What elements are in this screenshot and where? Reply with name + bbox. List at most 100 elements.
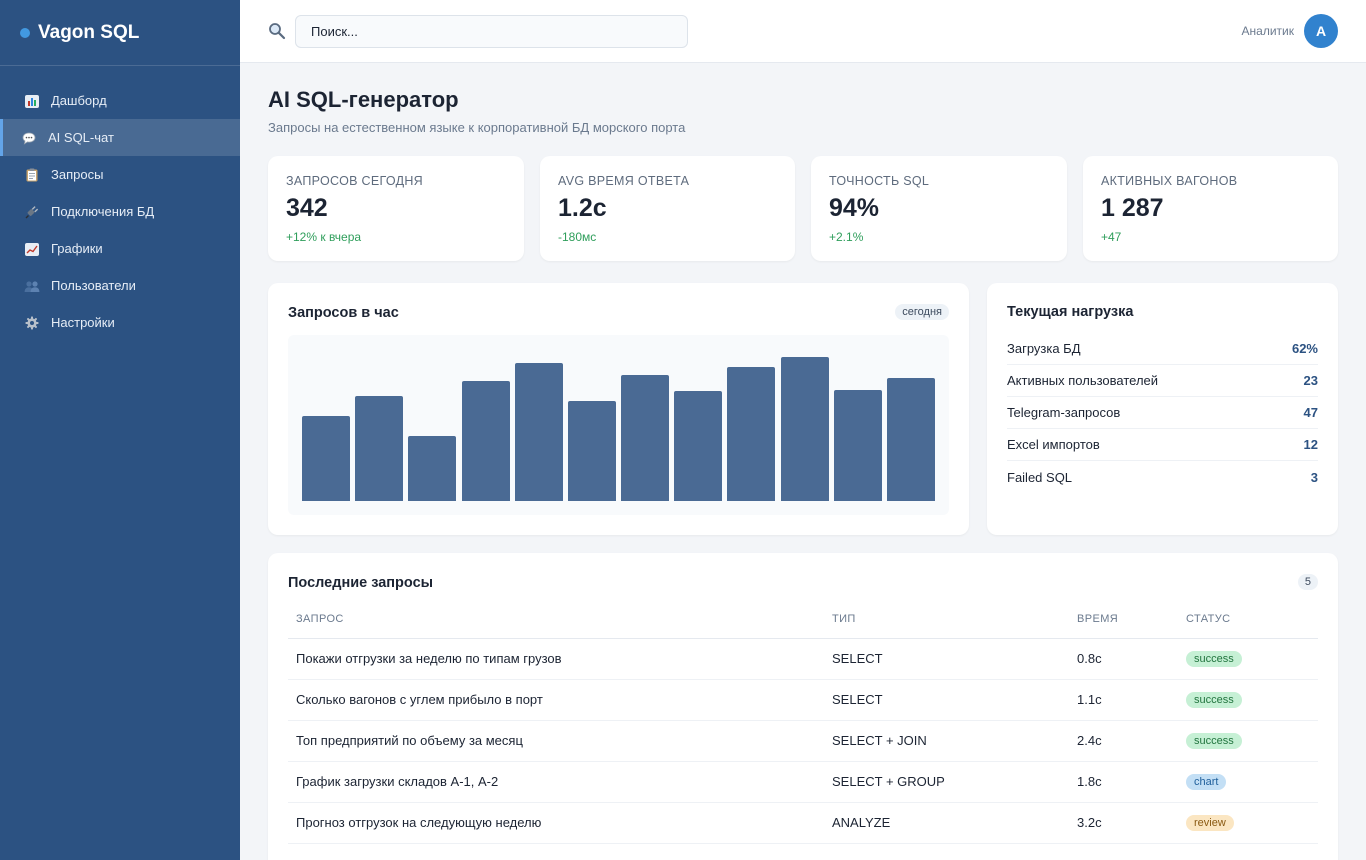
sidebar-item-label: Настройки bbox=[51, 315, 115, 330]
stat-label: ТОЧНОСТЬ SQL bbox=[829, 174, 930, 188]
load-label: Telegram-запросов bbox=[1007, 405, 1121, 420]
column-header-time[interactable]: ВРЕМЯ bbox=[1069, 601, 1178, 639]
chart-card: Запросов в час сегодня bbox=[268, 283, 969, 535]
status-badge: chart bbox=[1186, 774, 1227, 790]
status-badge: success bbox=[1186, 733, 1242, 749]
stat-card-avg-response: AVG ВРЕМЯ ОТВЕТА 1.2с -180мс bbox=[540, 156, 795, 261]
recent-queries-card: Последние запросы 5 ЗАПРОС ТИП ВРЕМЯ СТА… bbox=[268, 553, 1338, 860]
load-label: Активных пользователей bbox=[1007, 373, 1159, 388]
sidebar-item-label: Подключения БД bbox=[51, 204, 155, 219]
load-row-failed: Failed SQL 3 bbox=[1007, 461, 1318, 493]
sidebar-item-ai-sql-chat[interactable]: AI SQL-чат bbox=[0, 119, 240, 156]
stat-delta: +12% к вчера bbox=[286, 230, 362, 244]
sidebar-item-label: AI SQL-чат bbox=[48, 130, 114, 145]
load-title: Текущая нагрузка bbox=[1007, 304, 1134, 320]
chart-bar[interactable] bbox=[674, 391, 723, 501]
load-label: Загрузка БД bbox=[1007, 341, 1081, 356]
load-value: 3 bbox=[1310, 469, 1318, 485]
stat-delta: -180мс bbox=[558, 230, 597, 244]
load-row-db: Загрузка БД 62% bbox=[1007, 333, 1318, 365]
chart-bar[interactable] bbox=[886, 378, 935, 501]
avatar[interactable]: А bbox=[1304, 14, 1338, 48]
brand[interactable]: Vagon SQL bbox=[0, 0, 240, 66]
chart-bar[interactable] bbox=[514, 363, 563, 501]
sidebar-item-label: Графики bbox=[51, 241, 103, 256]
sidebar-item-dashboard[interactable]: Дашборд bbox=[0, 82, 240, 119]
load-row-excel: Excel импортов 12 bbox=[1007, 429, 1318, 461]
stat-label: AVG ВРЕМЯ ОТВЕТА bbox=[558, 174, 690, 188]
column-header-status[interactable]: СТАТУС bbox=[1178, 601, 1318, 639]
recent-count-badge: 5 bbox=[1297, 574, 1318, 590]
cell-time: 2.4с bbox=[1069, 720, 1178, 762]
load-value: 47 bbox=[1303, 405, 1318, 420]
column-header-type[interactable]: ТИП bbox=[824, 601, 1069, 639]
line-chart-icon bbox=[23, 242, 41, 256]
chart-bar[interactable] bbox=[567, 401, 616, 501]
load-value: 23 bbox=[1303, 373, 1318, 388]
cell-type: SELECT bbox=[824, 679, 1069, 721]
brand-dot-icon bbox=[20, 27, 30, 38]
load-card: Текущая нагрузка Загрузка БД 62% Активны… bbox=[987, 283, 1338, 535]
sidebar-item-label: Дашборд bbox=[51, 93, 107, 108]
stat-label: ЗАПРОСОВ СЕГОДНЯ bbox=[286, 174, 424, 188]
load-value: 12 bbox=[1303, 437, 1318, 452]
topbar: Аналитик А bbox=[240, 0, 1366, 63]
cell-status: success bbox=[1178, 720, 1318, 762]
bar-chart-icon bbox=[23, 94, 41, 108]
recent-queries-table: ЗАПРОС ТИП ВРЕМЯ СТАТУС Покажи отгрузки … bbox=[288, 601, 1318, 844]
chart-period-badge[interactable]: сегодня bbox=[895, 304, 949, 320]
cell-time: 0.8с bbox=[1069, 638, 1178, 680]
page-subtitle: Запросы на естественном языке к корпорат… bbox=[268, 120, 686, 135]
chart-plot-area bbox=[288, 335, 949, 515]
search-icon bbox=[268, 22, 286, 40]
stat-value: 1 287 bbox=[1101, 194, 1164, 222]
chart-bar[interactable] bbox=[621, 375, 670, 501]
page-title: AI SQL-генератор bbox=[268, 87, 459, 112]
sidebar-item-queries[interactable]: Запросы bbox=[0, 156, 240, 193]
load-row-telegram: Telegram-запросов 47 bbox=[1007, 397, 1318, 429]
chart-bar[interactable] bbox=[727, 367, 776, 501]
load-row-users: Активных пользователей 23 bbox=[1007, 365, 1318, 397]
sidebar-item-charts[interactable]: Графики bbox=[0, 230, 240, 267]
cell-type: SELECT + JOIN bbox=[824, 720, 1069, 762]
search-input[interactable] bbox=[295, 15, 688, 48]
cell-query: Сколько вагонов с углем прибыло в порт bbox=[288, 679, 824, 721]
chart-bar[interactable] bbox=[461, 381, 510, 501]
table-row[interactable]: График загрузки складов А-1, А-2 SELECT … bbox=[288, 761, 1318, 803]
chart-bar[interactable] bbox=[355, 396, 404, 501]
status-badge: review bbox=[1186, 815, 1234, 831]
clipboard-icon bbox=[23, 168, 41, 182]
stat-delta: +47 bbox=[1101, 230, 1122, 244]
stat-value: 342 bbox=[286, 194, 328, 222]
stat-card-queries-today: ЗАПРОСОВ СЕГОДНЯ 342 +12% к вчера bbox=[268, 156, 524, 261]
chart-bar[interactable] bbox=[833, 390, 882, 501]
load-value: 62% bbox=[1291, 341, 1318, 356]
sidebar-item-settings[interactable]: Настройки bbox=[0, 304, 240, 341]
table-row[interactable]: Покажи отгрузки за неделю по типам грузо… bbox=[288, 638, 1318, 680]
stat-delta: +2.1% bbox=[829, 230, 864, 244]
sidebar: Vagon SQL Дашборд AI SQL-чат Запросы Под… bbox=[0, 0, 240, 860]
users-icon bbox=[23, 279, 41, 293]
cell-query: Топ предприятий по объему за месяц bbox=[288, 720, 824, 762]
status-badge: success bbox=[1186, 651, 1242, 667]
cell-status: success bbox=[1178, 679, 1318, 721]
table-row[interactable]: Топ предприятий по объему за месяц SELEC… bbox=[288, 720, 1318, 762]
user-role: Аналитик bbox=[1241, 24, 1294, 38]
cell-time: 1.8с bbox=[1069, 761, 1178, 803]
stat-value: 94% bbox=[829, 194, 880, 222]
cell-query: Прогноз отгрузок на следующую неделю bbox=[288, 802, 824, 844]
cell-query: Покажи отгрузки за неделю по типам грузо… bbox=[288, 638, 824, 680]
sidebar-item-users[interactable]: Пользователи bbox=[0, 267, 240, 304]
chart-title: Запросов в час bbox=[288, 305, 399, 321]
chart-bar[interactable] bbox=[408, 436, 457, 501]
recent-title: Последние запросы bbox=[288, 575, 434, 591]
chart-bar[interactable] bbox=[302, 416, 351, 501]
chart-bar[interactable] bbox=[780, 357, 829, 501]
cell-query: График загрузки складов А-1, А-2 bbox=[288, 761, 824, 803]
status-badge: success bbox=[1186, 692, 1242, 708]
gear-icon bbox=[23, 316, 41, 330]
table-row[interactable]: Прогноз отгрузок на следующую неделю ANA… bbox=[288, 802, 1318, 844]
column-header-query[interactable]: ЗАПРОС bbox=[288, 601, 824, 639]
table-row[interactable]: Сколько вагонов с углем прибыло в порт S… bbox=[288, 679, 1318, 721]
sidebar-item-db-connections[interactable]: Подключения БД bbox=[0, 193, 240, 230]
